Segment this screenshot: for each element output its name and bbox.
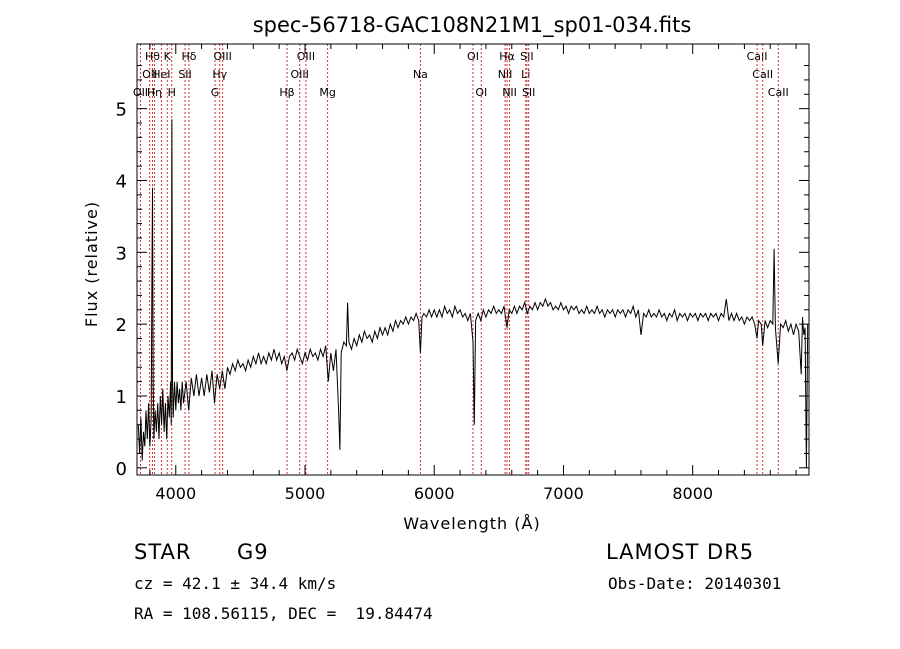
marker-label-12: Hβ (279, 86, 294, 99)
y-tick-label-1: 1 (116, 387, 127, 408)
x-tick-label-4: 8000 (672, 484, 713, 503)
marker-label-5: K (164, 50, 172, 63)
coordinates-text: RA = 108.56115, DEC = 19.84474 (134, 604, 433, 623)
marker-label-10: Hγ (212, 68, 227, 81)
y-axis-label: Flux (relative) (82, 201, 101, 327)
marker-label-4: HeI (152, 68, 170, 81)
marker-label-27: CaII (768, 86, 789, 99)
spectral-line-markers: OIIOIIHθHηHeIKHSIIHδGHγOIIIHβOIIIOIIIMgN… (133, 44, 789, 475)
marker-label-20: Hα (499, 50, 515, 63)
survey-name: LAMOST DR5 (606, 540, 755, 564)
plot-frame (136, 43, 810, 476)
chart-title: spec-56718-GAC108N21M1_sp01-034.fits (253, 13, 692, 38)
marker-label-15: Mg (319, 86, 335, 99)
spectral-subclass: G9 (237, 540, 269, 564)
obs-date-text: Obs-Date: 20140301 (608, 574, 782, 593)
marker-label-11: OIII (213, 50, 231, 63)
marker-label-16: Na (413, 68, 428, 81)
marker-label-23: SII (520, 50, 533, 63)
marker-label-9: G (211, 86, 220, 99)
object-class: STAR (134, 540, 192, 564)
y-tick-label-2: 2 (116, 315, 127, 336)
marker-label-17: OI (467, 50, 479, 63)
y-tick-label-0: 0 (116, 459, 127, 480)
marker-label-2: Hθ (145, 50, 160, 63)
marker-label-6: H (168, 86, 176, 99)
marker-label-3: Hη (147, 86, 162, 99)
x-tick-label-2: 6000 (414, 484, 455, 503)
axes: 4000 5000 6000 7000 8000 0 1 2 3 4 5 (116, 44, 809, 503)
marker-label-0: OII (133, 86, 148, 99)
marker-label-26: CaII (752, 68, 773, 81)
x-axis-label: Wavelength (Å) (403, 514, 540, 533)
y-tick-label-4: 4 (116, 171, 127, 192)
marker-label-21: NII (502, 86, 517, 99)
x-tick-label-0: 4000 (155, 484, 196, 503)
spectrum-line (137, 119, 809, 468)
y-tick-label-5: 5 (116, 100, 127, 121)
marker-label-22: Li (521, 68, 530, 81)
y-tick-label-3: 3 (116, 243, 127, 264)
redshift-text: cz = 42.1 ± 34.4 km/s (134, 574, 337, 593)
marker-label-19: NII (498, 68, 513, 81)
marker-label-13: OIII (291, 68, 309, 81)
marker-label-1: OII (142, 68, 157, 81)
marker-label-14: OIII (297, 50, 315, 63)
marker-label-8: Hδ (181, 50, 196, 63)
marker-label-24: SII (522, 86, 535, 99)
x-tick-label-1: 5000 (285, 484, 326, 503)
marker-label-18: OI (475, 86, 487, 99)
x-tick-label-3: 7000 (543, 484, 584, 503)
marker-label-25: CaII (747, 50, 768, 63)
marker-label-7: SII (178, 68, 191, 81)
